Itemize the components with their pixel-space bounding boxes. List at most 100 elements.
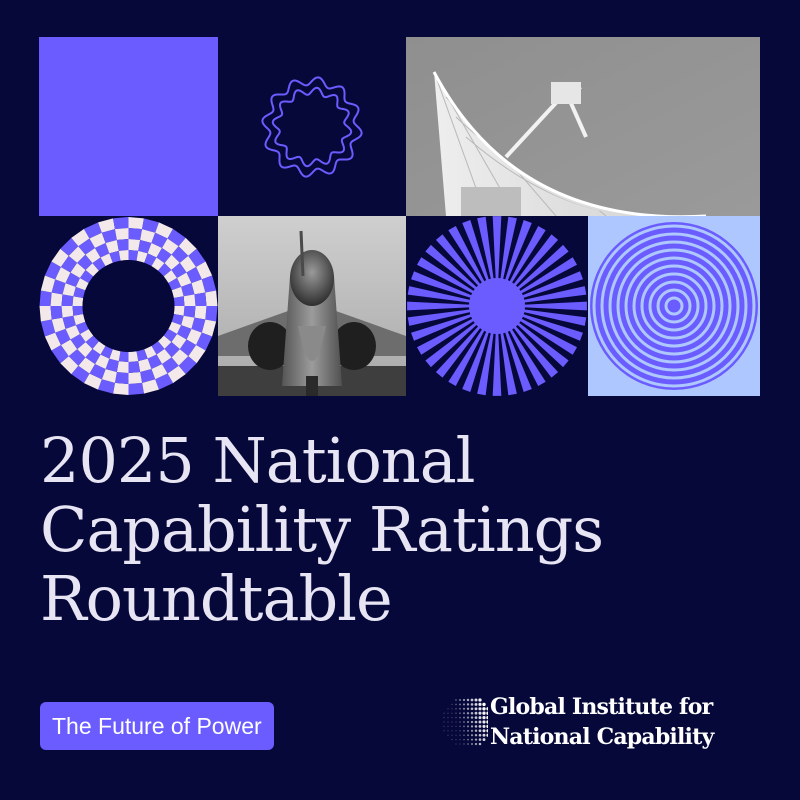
checker-segment (55, 267, 71, 284)
globe-dot (482, 738, 486, 742)
globe-dot (447, 712, 449, 714)
checker-segment (128, 217, 144, 230)
concentric-circles-graphic (588, 216, 760, 396)
globe-dot (455, 703, 457, 706)
globe-dot (466, 712, 470, 715)
globe-dot (455, 721, 457, 723)
checker-segment (194, 306, 207, 320)
checker-segment (147, 243, 162, 258)
checker-segment (105, 240, 119, 254)
globe-dot (470, 703, 474, 706)
globe-dot (443, 712, 445, 714)
globe-dot (478, 720, 482, 724)
checker-segment (142, 379, 159, 394)
checker-segment (167, 365, 186, 384)
checker-segment (128, 228, 143, 241)
checker-segment (61, 306, 74, 318)
checker-segment (138, 240, 152, 254)
checker-segment (151, 341, 165, 355)
checker-segment (201, 319, 217, 337)
globe-dot (466, 703, 470, 706)
fighter-jet-photo (218, 216, 406, 396)
globe-dot (486, 715, 490, 720)
concentric-ring (664, 296, 684, 316)
globe-dot (455, 743, 457, 745)
globe-dot (471, 743, 473, 745)
checker-segment (55, 328, 71, 345)
concentric-disc (590, 222, 758, 390)
globe-dot (470, 711, 474, 715)
globe-dot (470, 720, 474, 724)
checker-segment (179, 339, 197, 357)
globe-dot (455, 725, 457, 727)
globe-dot (455, 734, 457, 736)
checker-segment (77, 254, 93, 271)
checker-segment (178, 237, 197, 256)
globe-dot (466, 716, 470, 719)
checker-segment (158, 263, 172, 277)
checker-segment (39, 306, 52, 322)
checker-segment (95, 243, 110, 258)
checker-segment (164, 254, 180, 271)
checker-segment (183, 306, 196, 318)
starburst-ray (492, 216, 502, 306)
globe-dot (459, 707, 461, 710)
checker-segment (71, 365, 90, 384)
checker-segment (136, 349, 148, 362)
globe-dot (466, 720, 470, 724)
globe-dot (463, 734, 465, 736)
globe-dot (459, 730, 461, 732)
checker-segment (72, 306, 84, 316)
globe-dot (459, 712, 461, 715)
globe-dot (451, 739, 453, 741)
globe-dot (478, 702, 482, 706)
globe-dot (478, 711, 482, 715)
purple-square-tile (39, 37, 218, 216)
checker-segment (171, 313, 184, 326)
dotted-globe-icon (440, 692, 494, 752)
checker-segment (44, 261, 61, 280)
globe-dot (482, 715, 486, 720)
checker-segment (116, 239, 129, 251)
globe-dot (467, 743, 469, 745)
globe-dot (459, 703, 461, 706)
checker-segment (84, 373, 102, 390)
checker-segment (151, 232, 168, 248)
checker-segment (60, 356, 79, 375)
checker-segment (98, 218, 115, 233)
starburst-ray (497, 301, 587, 311)
checker-segment (60, 339, 78, 357)
checker-segment (92, 341, 106, 355)
globe-dot (455, 716, 457, 719)
checker-segment (75, 321, 89, 334)
globe-dot (478, 716, 482, 720)
checker-segment (70, 334, 86, 350)
checker-segment (109, 250, 121, 263)
checker-segment (151, 364, 168, 380)
checker-segment (114, 228, 129, 241)
globe-dot (459, 725, 461, 728)
globe-dot (470, 716, 474, 719)
checker-segment (51, 248, 69, 267)
starburst-graphic (406, 216, 588, 396)
checker-segment (171, 349, 189, 366)
checker-segment (95, 354, 110, 369)
globe-dot (474, 698, 478, 702)
checker-segment (39, 290, 52, 306)
globe-dot (478, 698, 482, 702)
checker-segment (196, 261, 213, 280)
globe-dot (486, 707, 490, 711)
checker-segment (105, 358, 119, 372)
checker-segment (128, 361, 141, 373)
globe-dot (463, 725, 465, 728)
globe-dot (470, 698, 474, 702)
globe-dot (459, 721, 461, 723)
globe-dot (447, 734, 449, 736)
checker-segment (118, 351, 129, 362)
globe-dot (466, 707, 470, 710)
globe-dot (474, 707, 478, 711)
globe-dot (467, 734, 469, 737)
globe-dot (474, 738, 478, 741)
globe-dot (474, 729, 478, 733)
globe-dot (443, 725, 445, 727)
